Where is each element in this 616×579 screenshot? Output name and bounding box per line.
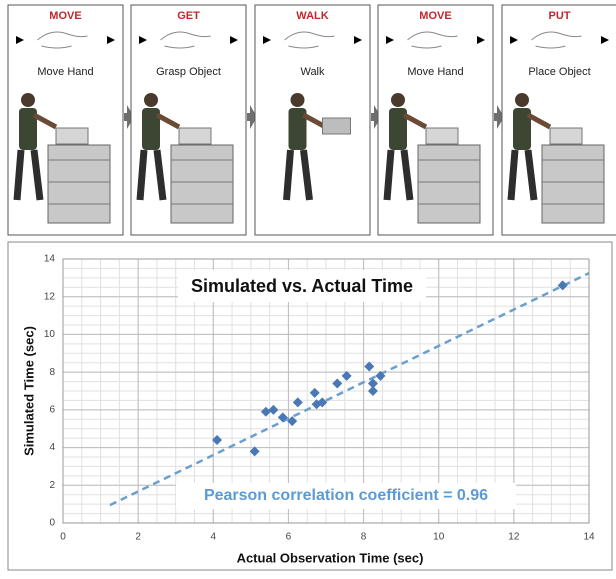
block-stack [418, 145, 480, 223]
y-tick-label: 10 [44, 329, 56, 340]
worker-body [289, 108, 307, 150]
x-tick-label: 4 [211, 532, 217, 543]
worker-body [513, 108, 531, 150]
worker-body [142, 108, 160, 150]
panel-verb: GET [177, 10, 200, 22]
panel-label: Place Object [528, 66, 590, 78]
x-tick-label: 10 [433, 532, 445, 543]
worker-head [21, 93, 35, 107]
block-stack [48, 145, 110, 223]
x-tick-label: 6 [286, 532, 292, 543]
chart-title: Simulated vs. Actual Time [191, 276, 413, 296]
worker-head [291, 93, 305, 107]
worker-head [515, 93, 529, 107]
block [550, 128, 582, 144]
y-tick-label: 12 [44, 291, 56, 302]
annotation: Pearson correlation coefficient = 0.96 [204, 487, 488, 504]
panel-label: Grasp Object [156, 66, 221, 78]
x-tick-label: 8 [361, 532, 367, 543]
y-tick-label: 6 [49, 404, 55, 415]
panel-label: Move Hand [407, 66, 463, 78]
block [179, 128, 211, 144]
block [323, 118, 351, 134]
y-tick-label: 4 [49, 442, 55, 453]
panel-verb: PUT [549, 10, 571, 22]
panel-verb: MOVE [419, 10, 451, 22]
y-tick-label: 14 [44, 254, 56, 265]
worker-head [144, 93, 158, 107]
block [426, 128, 458, 144]
block [56, 128, 88, 144]
x-tick-label: 12 [508, 532, 520, 543]
y-axis-label: Simulated Time (sec) [21, 326, 36, 456]
worker-body [19, 108, 37, 150]
worker-head [391, 93, 405, 107]
x-axis-label: Actual Observation Time (sec) [237, 550, 424, 565]
x-tick-label: 14 [583, 532, 595, 543]
panel-verb: WALK [296, 10, 328, 22]
block-stack [171, 145, 233, 223]
panel-label: Walk [300, 66, 325, 78]
panel-label: Move Hand [37, 66, 93, 78]
block-stack [542, 145, 604, 223]
figure: MOVE Move Hand GET Grasp Object WALK Walk MOVE… [0, 0, 616, 574]
y-tick-label: 8 [49, 367, 55, 378]
worker-body [389, 108, 407, 150]
y-tick-label: 0 [49, 518, 55, 529]
x-tick-label: 0 [60, 532, 66, 543]
panel-row: MOVE Move Hand GET Grasp Object WALK Walk MOVE… [8, 5, 616, 235]
y-tick-label: 2 [49, 480, 55, 491]
x-tick-label: 2 [135, 532, 141, 543]
panel-verb: MOVE [49, 10, 81, 22]
